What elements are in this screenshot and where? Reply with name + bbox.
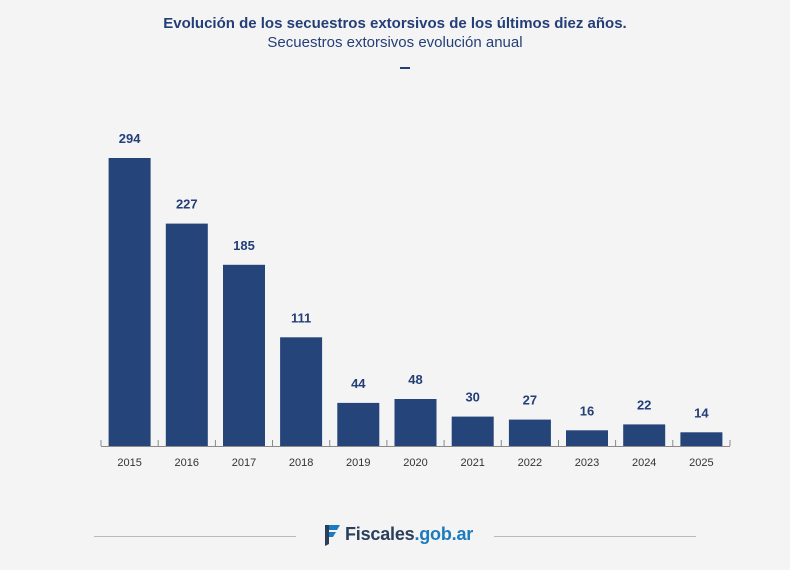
x-tick-label-2015: 2015	[117, 457, 141, 469]
fiscales-logo-icon	[325, 525, 340, 546]
bar-2025	[680, 432, 723, 446]
data-label-2023: 16	[580, 403, 594, 418]
bar-2019	[337, 402, 380, 446]
x-tick-label-2021: 2021	[460, 457, 484, 469]
brand-domain: .gob.ar	[414, 523, 474, 544]
bar-2023	[566, 430, 608, 446]
bar-2020	[394, 399, 437, 446]
bar-2015	[108, 158, 151, 446]
brand-name: Fiscales	[345, 523, 415, 544]
x-tick-label-2022: 2022	[518, 457, 542, 469]
data-label-2017: 185	[233, 238, 255, 253]
x-tick-label-2020: 2020	[403, 457, 427, 469]
data-label-2020: 48	[408, 372, 422, 387]
x-tick-label-2018: 2018	[289, 457, 313, 469]
footer-divider-left	[94, 536, 296, 537]
data-label-2019: 44	[351, 376, 366, 391]
footer-divider-right	[494, 536, 696, 537]
x-tick-label-2016: 2016	[175, 457, 199, 469]
data-label-2022: 27	[523, 393, 537, 408]
title-divider	[400, 67, 410, 69]
x-tick-label-2024: 2024	[632, 457, 656, 469]
chart-header: Evolución de los secuestros extorsivos d…	[0, 14, 790, 52]
data-label-2016: 227	[176, 197, 198, 212]
bar-2021	[451, 416, 494, 446]
bar-2022	[508, 419, 551, 446]
chart-title: Evolución de los secuestros extorsivos d…	[163, 15, 627, 32]
x-tick-label-2023: 2023	[575, 457, 599, 469]
data-label-2024: 22	[637, 397, 651, 412]
x-tick-label-2025: 2025	[689, 457, 713, 469]
x-tick-label-2019: 2019	[346, 457, 370, 469]
bar-2018	[280, 337, 323, 446]
x-tick-label-2017: 2017	[232, 457, 256, 469]
chart-subtitle: Secuestros extorsivos evolución anual	[267, 34, 523, 51]
bar-2017	[223, 264, 265, 446]
data-label-2021: 30	[465, 390, 479, 405]
data-label-2015: 294	[119, 131, 141, 146]
footer-brand: Fiscales.gob.ar	[323, 522, 473, 546]
data-label-2025: 14	[694, 405, 709, 420]
bar-2016	[165, 223, 208, 446]
data-label-2018: 111	[291, 310, 311, 325]
bar-2024	[623, 424, 666, 446]
